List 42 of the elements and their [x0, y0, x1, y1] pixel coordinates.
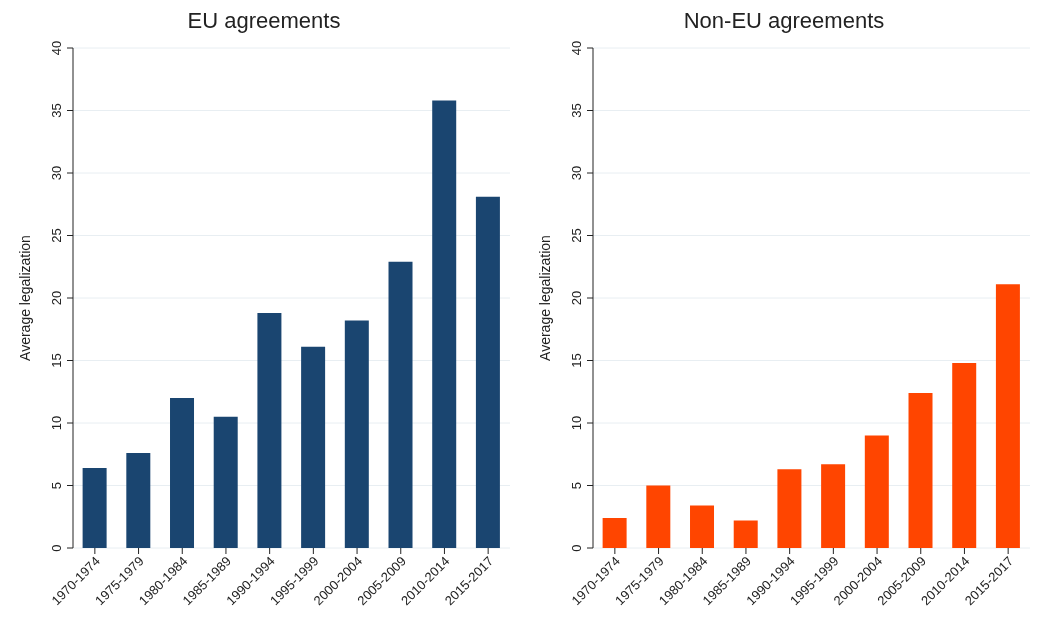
y-tick-label: 30: [569, 165, 584, 181]
y-tick-label: 15: [569, 353, 584, 368]
y-tick-label: 20: [49, 290, 64, 306]
y-tick-label: 10: [49, 415, 64, 431]
bar: [646, 485, 671, 548]
bar: [388, 261, 413, 548]
y-tick-label: 0: [569, 544, 584, 552]
bar: [908, 393, 933, 548]
bar: [475, 196, 500, 548]
bar: [301, 346, 326, 548]
y-tick-label: 40: [49, 40, 64, 56]
bar: [126, 453, 151, 548]
bar: [995, 284, 1020, 548]
bar: [82, 468, 107, 548]
y-tick-label: 20: [569, 290, 584, 306]
y-tick-label: 5: [49, 481, 64, 490]
bar: [733, 520, 758, 548]
bar: [952, 363, 977, 548]
y-tick-label: 25: [49, 228, 64, 243]
y-tick-label: 10: [569, 415, 584, 431]
y-tick-label: 30: [49, 165, 64, 181]
bar: [821, 464, 846, 548]
chart-title: Non-EU agreements: [682, 8, 886, 35]
bar: [213, 416, 238, 548]
bar: [432, 100, 457, 548]
y-axis-title: Average legalization: [16, 235, 33, 361]
bar: [257, 313, 282, 548]
chart-title: EU agreements: [186, 8, 342, 35]
y-tick-label: 15: [49, 353, 64, 368]
bar: [777, 469, 802, 548]
y-tick-label: 35: [569, 103, 584, 118]
y-tick-label: 35: [49, 103, 64, 118]
bar: [602, 518, 627, 548]
y-tick-label: 25: [569, 228, 584, 243]
bar: [344, 320, 369, 548]
y-tick-label: 5: [569, 481, 584, 490]
y-tick-label: 0: [49, 544, 64, 552]
y-tick-label: 40: [569, 40, 584, 56]
y-axis-title: Average legalization: [536, 235, 553, 361]
bar: [690, 505, 715, 548]
bar: [170, 398, 195, 548]
bar: [864, 435, 889, 548]
